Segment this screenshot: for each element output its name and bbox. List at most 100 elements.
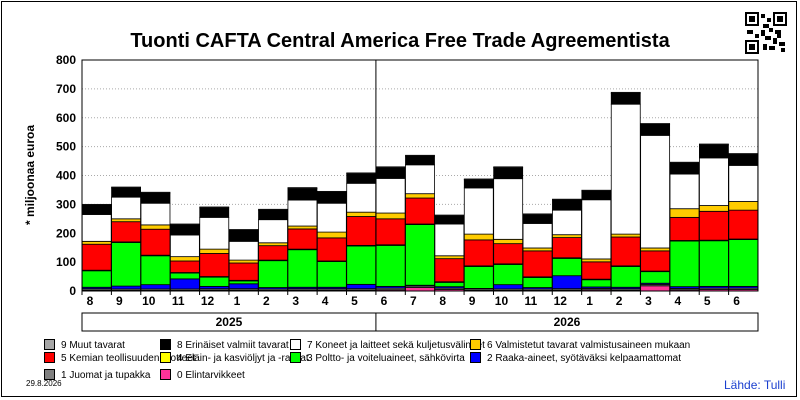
x-tick-label: 5 [704, 294, 711, 308]
bar-segment [316, 261, 347, 288]
x-tick-label: 12 [554, 294, 568, 308]
bar-segment [552, 237, 582, 259]
y-tick-label: 200 [56, 226, 76, 240]
bar-segment [199, 207, 230, 218]
bar-segment [552, 275, 582, 290]
bar-segment [140, 191, 171, 194]
legend-label: 8 Erinäiset valmiit tavarat [177, 340, 289, 351]
year-label: 2026 [554, 315, 581, 329]
bar-segment [463, 179, 494, 189]
bar-segment [375, 244, 406, 287]
legend-item: 0 Elintarvikkeet [160, 369, 245, 381]
bar-segment [552, 199, 582, 211]
bar-segment [199, 276, 230, 287]
bar-segment [140, 192, 171, 204]
bar-segment [111, 285, 141, 290]
x-tick-label: 2 [263, 294, 270, 308]
bar-segment [493, 243, 524, 265]
x-tick-label: 11 [525, 294, 538, 308]
chart-title: Tuonti CAFTA Central America Free Trade … [130, 30, 670, 52]
bar-segment [258, 245, 288, 261]
bar-segment [581, 190, 612, 201]
bar-segment [610, 91, 641, 94]
legend-label: 7 Koneet ja laitteet sekä kuljetusväline… [307, 340, 485, 351]
plot-border [81, 59, 759, 292]
bar-segment [199, 248, 230, 254]
bar-segment [169, 223, 200, 226]
legend-item: 8 Erinäiset valmiit tavarat [160, 339, 289, 351]
bar-segment [699, 240, 729, 287]
bar-segment [375, 166, 406, 169]
bar-segment [522, 247, 553, 252]
legend-swatch [160, 339, 171, 350]
bar-segment [258, 209, 288, 221]
bar-segment [522, 213, 553, 216]
bar-segment [316, 237, 347, 262]
bar-segment [169, 272, 200, 280]
legend-label: 9 Muut tavarat [61, 340, 125, 351]
x-tick-label: 12 [201, 294, 215, 308]
x-tick-label: 4 [674, 294, 681, 308]
bar-segment [169, 234, 200, 258]
bar-segment [522, 223, 553, 249]
bar-segment [405, 197, 435, 225]
y-tick-label: 500 [56, 140, 76, 154]
x-tick-label: 11 [172, 294, 185, 308]
bar-segment [287, 187, 318, 189]
bar-segment [375, 212, 406, 220]
bar-segment [140, 228, 171, 256]
y-tick-label: 600 [56, 111, 76, 125]
bar-segment [346, 173, 377, 184]
x-tick-label: 3 [292, 294, 299, 308]
legend-label: 2 Raaka-aineet, syötäväksi kelpaamattoma… [487, 353, 681, 364]
x-tick-label: 7 [410, 294, 417, 308]
bar-segment [316, 191, 347, 204]
bar-segment [346, 245, 377, 285]
bar-segment [346, 216, 377, 246]
bar-segment [258, 260, 288, 288]
bar-segment [728, 153, 759, 155]
bar-segment [669, 240, 700, 288]
bar-segment [610, 236, 641, 267]
bar-segment [610, 103, 641, 235]
legend-swatch [470, 352, 481, 363]
bar-segment [728, 154, 759, 166]
bar-segment [405, 154, 435, 157]
bar-segment [228, 262, 259, 281]
x-tick-label: 10 [495, 294, 509, 308]
x-tick-label: 8 [439, 294, 446, 308]
bar-segment [434, 258, 465, 283]
bar-segment [81, 203, 112, 206]
x-tick-label: 2 [616, 294, 623, 308]
bar-segment [199, 253, 230, 277]
bar-segment [640, 123, 671, 136]
legend-item: 3 Poltto- ja voiteluaineet, sähkövirta [290, 352, 465, 364]
y-tick-label: 300 [56, 197, 76, 211]
x-tick-label: 9 [116, 294, 123, 308]
bar-segment [346, 211, 377, 217]
bar-segment [552, 209, 582, 236]
bar-segment [81, 240, 112, 245]
bar-segment [140, 202, 171, 226]
bar-segment [375, 177, 406, 214]
bar-segment [640, 250, 671, 272]
bar-segment [581, 279, 612, 288]
bar-segment [346, 172, 377, 175]
bar-segment [463, 239, 494, 267]
bar-segment [699, 143, 729, 146]
legend-swatch [290, 339, 301, 350]
bar-segment [493, 284, 524, 290]
bar-segment [228, 259, 259, 264]
bar-segment [111, 187, 141, 198]
legend-label: 1 Juomat ja tupakka [61, 370, 151, 381]
bar-segment [699, 144, 729, 159]
bar-segment [610, 92, 641, 105]
bar-segment [111, 218, 141, 223]
bar-segment [228, 229, 259, 242]
bar-segment [287, 199, 318, 227]
bar-segment [228, 280, 259, 285]
bar-segment [111, 186, 141, 189]
bar-segment [81, 204, 112, 215]
legend-label: 0 Elintarvikkeet [177, 370, 245, 381]
legend-item: 7 Koneet ja laitteet sekä kuljetusväline… [290, 339, 485, 351]
